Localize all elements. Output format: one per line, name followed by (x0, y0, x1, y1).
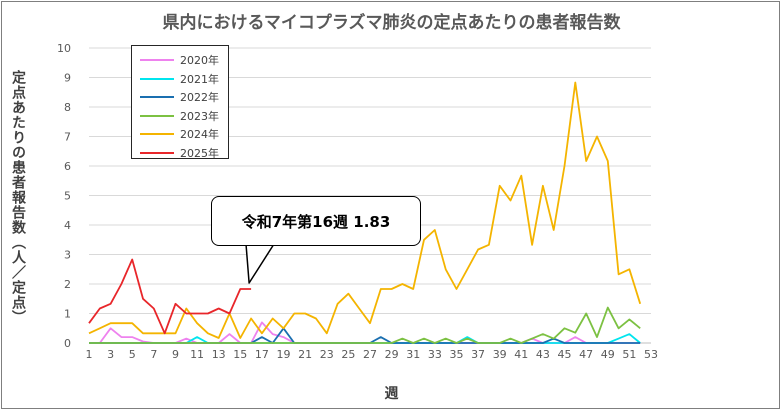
y-tick-label: 9 (64, 72, 71, 85)
series-line-2025年 (88, 258, 252, 335)
x-tick-label: 53 (644, 348, 658, 361)
y-axis-label: 定点あたりの患者報告数（人／定点） (10, 70, 26, 325)
legend-item: 2025年 (132, 144, 228, 163)
legend: 2020年 2021年 2022年 2023年 2024年 2025年 (131, 45, 229, 160)
y-tick-label: 6 (64, 160, 71, 173)
x-axis-label: 週 (384, 386, 399, 402)
x-tick-label: 19 (277, 348, 291, 361)
legend-label: 2020年 (180, 54, 219, 68)
callout-annotation: 令和7年第16週 1.83 (211, 196, 421, 246)
legend-swatch (140, 151, 174, 154)
x-tick-label: 47 (579, 348, 593, 361)
x-tick-label: 27 (363, 348, 377, 361)
x-tick-label: 13 (212, 348, 226, 361)
y-tick-label: 2 (64, 278, 71, 291)
legend-swatch (140, 96, 174, 99)
y-tick-label: 5 (64, 190, 71, 203)
legend-label: 2021年 (180, 72, 219, 86)
x-tick-label: 5 (129, 348, 136, 361)
y-tick-label: 10 (57, 42, 71, 55)
y-tick-label: 1 (64, 308, 71, 321)
x-tick-label: 25 (341, 348, 355, 361)
legend-label: 2025年 (180, 146, 219, 160)
x-tick-label: 43 (536, 348, 550, 361)
x-tick-label: 11 (190, 348, 204, 361)
y-tick-label: 0 (64, 337, 71, 350)
legend-item: 2024年 (132, 125, 228, 144)
x-tick-label: 51 (622, 348, 636, 361)
legend-swatch (140, 77, 174, 80)
x-tick-label: 41 (514, 348, 528, 361)
legend-swatch (140, 114, 174, 117)
x-tick-label: 7 (150, 348, 157, 361)
legend-label: 2022年 (180, 91, 219, 105)
x-tick-label: 9 (172, 348, 179, 361)
series-line-2023年 (89, 306, 641, 344)
x-tick-label: 39 (493, 348, 507, 361)
callout-pointer (245, 243, 275, 284)
x-tick-label: 31 (406, 348, 420, 361)
x-tick-label: 29 (385, 348, 399, 361)
x-tick-label: 35 (449, 348, 463, 361)
x-tick-label: 45 (558, 348, 572, 361)
legend-swatch (140, 133, 174, 136)
y-tick-label: 8 (64, 101, 71, 114)
legend-item: 2020年 (132, 51, 228, 70)
series-line-2024年 (88, 81, 642, 339)
legend-label: 2024年 (180, 128, 219, 142)
chart-title: 県内におけるマイコプラズマ肺炎の定点あたりの患者報告数 (162, 13, 621, 33)
x-tick-label: 37 (471, 348, 485, 361)
x-tick-label: 15 (233, 348, 247, 361)
legend-label: 2023年 (180, 109, 219, 123)
x-tick-label: 23 (320, 348, 334, 361)
x-tick-label: 17 (255, 348, 269, 361)
y-tick-label: 4 (64, 219, 71, 232)
y-tick-label: 7 (64, 131, 71, 144)
x-tick-label: 49 (601, 348, 615, 361)
x-tick-label: 1 (86, 348, 93, 361)
x-tick-label: 33 (428, 348, 442, 361)
legend-item: 2022年 (132, 88, 228, 107)
x-tick-label: 21 (298, 348, 312, 361)
y-tick-label: 3 (64, 249, 71, 262)
legend-swatch (140, 59, 174, 62)
legend-item: 2021年 (132, 70, 228, 89)
x-tick-label: 3 (107, 348, 114, 361)
legend-item: 2023年 (132, 107, 228, 126)
